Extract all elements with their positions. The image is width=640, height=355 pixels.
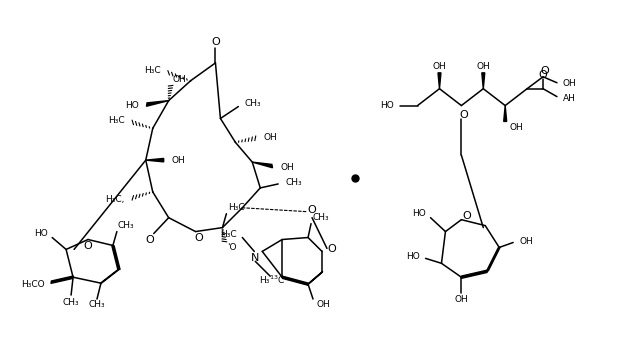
Text: H₃C: H₃C: [144, 66, 161, 75]
Polygon shape: [461, 270, 488, 278]
Polygon shape: [504, 105, 507, 121]
Polygon shape: [146, 158, 164, 162]
Text: OH: OH: [454, 295, 468, 304]
Polygon shape: [307, 271, 323, 285]
Text: CH₃: CH₃: [312, 213, 329, 222]
Polygon shape: [112, 245, 120, 269]
Text: O: O: [84, 241, 92, 251]
Text: O: O: [541, 66, 549, 76]
Text: OH: OH: [263, 133, 277, 142]
Polygon shape: [282, 276, 308, 285]
Text: CH₃: CH₃: [285, 179, 302, 187]
Text: O: O: [145, 235, 154, 245]
Text: H₃C: H₃C: [108, 116, 125, 125]
Text: OH: OH: [563, 79, 577, 88]
Polygon shape: [147, 100, 169, 106]
Text: CH₃: CH₃: [244, 99, 261, 108]
Text: HO: HO: [406, 252, 420, 261]
Polygon shape: [482, 73, 484, 89]
Text: H₃CO: H₃CO: [22, 280, 45, 289]
Text: OH: OH: [509, 123, 523, 132]
Text: CH₃: CH₃: [89, 300, 106, 310]
Text: O: O: [328, 245, 337, 255]
Text: AH: AH: [563, 94, 576, 103]
Text: N: N: [251, 253, 259, 263]
Text: OH: OH: [172, 155, 186, 165]
Polygon shape: [438, 73, 441, 89]
Text: OH: OH: [316, 300, 330, 310]
Text: HO: HO: [125, 101, 139, 110]
Text: H₃C: H₃C: [228, 203, 245, 212]
Text: O: O: [462, 211, 471, 221]
Text: O: O: [211, 37, 220, 47]
Text: HO: HO: [380, 101, 394, 110]
Text: CH₃: CH₃: [118, 221, 134, 230]
Text: OH: OH: [433, 62, 446, 71]
Text: CH₃: CH₃: [63, 297, 79, 306]
Text: HO: HO: [35, 229, 48, 238]
Text: O: O: [308, 205, 316, 215]
Text: 'O: 'O: [227, 243, 237, 252]
Text: OH: OH: [519, 237, 533, 246]
Text: H₃: H₃: [259, 276, 269, 285]
Polygon shape: [252, 162, 273, 168]
Polygon shape: [100, 268, 120, 284]
Polygon shape: [486, 247, 500, 272]
Text: H₃C: H₃C: [220, 230, 236, 239]
Text: HO: HO: [412, 209, 426, 218]
Text: OH: OH: [173, 75, 186, 84]
Text: O: O: [459, 110, 468, 120]
Polygon shape: [51, 276, 74, 283]
Text: OH: OH: [476, 62, 490, 71]
Text: O: O: [539, 70, 547, 80]
Text: O: O: [194, 233, 203, 242]
Text: H₃C,: H₃C,: [106, 195, 125, 204]
Text: $^{13}$C: $^{13}$C: [269, 274, 285, 286]
Text: OH: OH: [280, 163, 294, 171]
